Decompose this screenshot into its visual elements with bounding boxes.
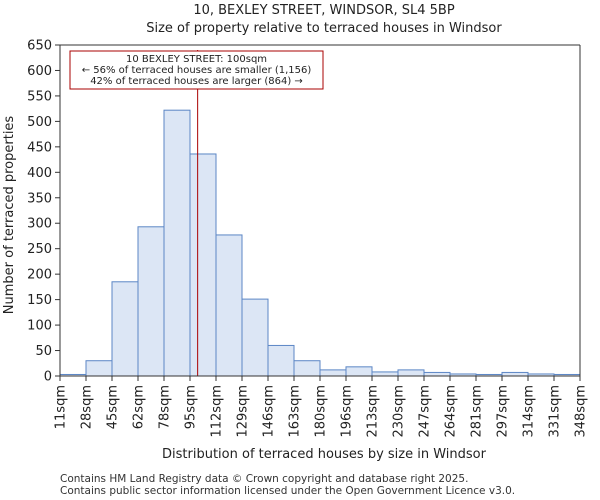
annotation-line-2: ← 56% of terraced houses are smaller (1,… [82,65,312,76]
histogram-bar [137,226,165,377]
x-tick-label: 196sqm [340,385,355,438]
x-tick-label: 78sqm [158,385,173,429]
y-tick-label: 0 [44,370,52,385]
histogram-bar [85,360,113,377]
y-tick-label: 600 [27,64,52,79]
footer-attribution: Contains HM Land Registry data © Crown c… [60,473,515,497]
x-tick-label: 95sqm [184,385,199,429]
histogram-bar [501,371,529,377]
y-tick-label: 250 [27,242,52,257]
histogram-bar [293,360,321,377]
histogram-bar [345,366,373,377]
x-tick-label: 62sqm [132,385,147,429]
x-ticks-group: 11sqm 28sqm 45sqm 62sqm 78sqm 95sqm 112sqm 129s… [54,376,589,438]
histogram-bar [111,281,139,377]
y-tick-label: 550 [27,89,52,104]
x-tick-label: 28sqm [80,385,95,429]
histogram-bar [189,153,217,377]
y-axis-label: Number of terraced properties [2,116,17,315]
chart-title: 10, BEXLEY STREET, WINDSOR, SL4 5BP [193,3,455,18]
y-tick-label: 150 [27,293,52,308]
histogram-bar [371,371,399,377]
annotation-box [69,50,324,90]
x-axis-label: Distribution of terraced houses by size … [162,447,487,462]
x-tick-label: 213sqm [366,385,381,438]
histogram-bar [215,234,243,377]
histogram-bar [241,298,269,377]
y-tick-label: 200 [27,268,52,283]
y-tick-label: 50 [35,344,52,359]
x-tick-label: 348sqm [574,385,589,438]
x-tick-label: 146sqm [262,385,277,438]
x-tick-label: 331sqm [548,385,563,438]
y-tick-label: 450 [27,140,52,155]
chart-subtitle: Size of property relative to terraced ho… [146,21,502,36]
histogram-chart: 10, BEXLEY STREET, WINDSOR, SL4 5BP Size… [2,3,589,462]
x-tick-label: 180sqm [314,385,329,438]
y-tick-label: 400 [27,166,52,181]
histogram-bar [319,369,347,377]
y-tick-label: 500 [27,115,52,130]
histogram-bar [423,371,451,377]
x-tick-label: 129sqm [236,385,251,438]
bars-group [59,109,581,377]
x-tick-label: 11sqm [54,385,69,429]
x-tick-label: 297sqm [496,385,511,438]
histogram-bar [163,109,191,377]
y-tick-label: 100 [27,319,52,334]
histogram-bar [267,344,295,377]
x-tick-label: 163sqm [288,385,303,438]
y-tick-label: 300 [27,217,52,232]
footer-line-1: Contains HM Land Registry data © Crown c… [60,473,469,485]
x-tick-label: 281sqm [470,385,485,438]
x-tick-label: 264sqm [444,385,459,438]
x-tick-label: 247sqm [418,385,433,438]
y-ticks-group: 0 50 100 150 200 250 300 350 400 450 500 550 600 650 [27,39,60,385]
x-tick-label: 230sqm [392,385,407,438]
y-tick-label: 650 [27,39,52,54]
x-tick-label: 314sqm [522,385,537,438]
footer-line-2: Contains public sector information licen… [60,485,516,497]
annotation-line-3: 42% of terraced houses are larger (864) … [90,76,303,87]
x-tick-label: 45sqm [106,385,121,429]
histogram-bar [397,369,425,377]
x-tick-label: 112sqm [210,385,225,438]
annotation-line-1: 10 BEXLEY STREET: 100sqm [126,54,267,65]
y-tick-label: 350 [27,191,52,206]
